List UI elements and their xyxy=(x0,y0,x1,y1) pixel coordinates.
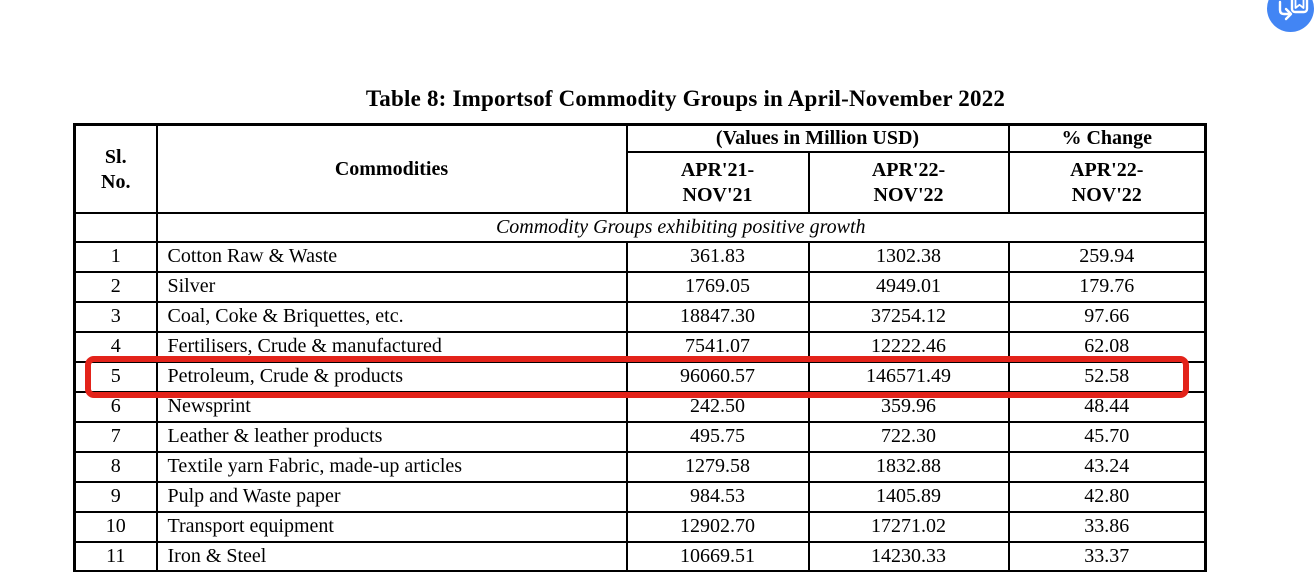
header-sl-no: Sl. No. xyxy=(73,123,158,214)
cell-sl: 5 xyxy=(73,360,158,393)
cell-apr21: 12902.70 xyxy=(625,510,810,543)
cell-commodity: Fertilisers, Crude & manufactured xyxy=(155,330,628,363)
table-row: 3 Coal, Coke & Briquettes, etc. 18847.30… xyxy=(73,300,1207,333)
imports-table: Sl. No. Commodities (Values in Million U… xyxy=(73,123,1207,572)
table-row: 4 Fertilisers, Crude & manufactured 7541… xyxy=(73,330,1207,363)
arrow-icon xyxy=(1278,0,1291,16)
cell-pct: 45.70 xyxy=(1007,420,1207,453)
cell-pct: 52.58 xyxy=(1007,360,1207,393)
cell-sl: 2 xyxy=(73,270,158,303)
table-row: 10 Transport equipment 12902.70 17271.02… xyxy=(73,510,1207,543)
cell-apr22: 1405.89 xyxy=(807,480,1010,513)
cell-commodity: Petroleum, Crude & products xyxy=(155,360,628,393)
cell-pct: 97.66 xyxy=(1007,300,1207,333)
cell-sl: 4 xyxy=(73,330,158,363)
table-row: 9 Pulp and Waste paper 984.53 1405.89 42… xyxy=(73,480,1207,513)
cell-pct: 48.44 xyxy=(1007,390,1207,423)
cell-pct: 33.37 xyxy=(1007,540,1207,572)
cell-apr22: 4949.01 xyxy=(807,270,1010,303)
header-pct-change: % Change xyxy=(1007,123,1207,153)
header-period-apr22-nov22: APR'22- NOV'22 xyxy=(807,150,1010,214)
cell-commodity: Newsprint xyxy=(155,390,628,423)
cell-apr22: 12222.46 xyxy=(807,330,1010,363)
table-row: 1 Cotton Raw & Waste 361.83 1302.38 259.… xyxy=(73,240,1207,273)
header-pct-period: APR'22- NOV'22 xyxy=(1007,150,1207,214)
header-commodities: Commodities xyxy=(155,123,628,214)
cell-apr21: 1279.58 xyxy=(625,450,810,483)
table-row: 8 Textile yarn Fabric, made-up articles … xyxy=(73,450,1207,483)
translate-extension-button[interactable] xyxy=(1267,0,1314,32)
header-row-periods: APR'21- NOV'21 APR'22- NOV'22 APR'22- NO… xyxy=(75,150,1207,214)
cell-sl: 10 xyxy=(73,510,158,543)
cell-commodity: Iron & Steel xyxy=(155,540,628,572)
header-period-apr21-nov21: APR'21- NOV'21 xyxy=(625,150,810,214)
cell-apr22: 359.96 xyxy=(807,390,1010,423)
cell-apr21: 7541.07 xyxy=(625,330,810,363)
header-row-groups: Sl. No. Commodities (Values in Million U… xyxy=(73,123,1207,214)
cell-apr21: 984.53 xyxy=(625,480,810,513)
cell-apr21: 1769.05 xyxy=(625,270,810,303)
cell-apr21: 361.83 xyxy=(625,240,810,273)
cell-commodity: Pulp and Waste paper xyxy=(155,480,628,513)
cell-sl: 3 xyxy=(73,300,158,333)
cell-apr21: 18847.30 xyxy=(625,300,810,333)
table-row: 6 Newsprint 242.50 359.96 48.44 xyxy=(73,390,1207,423)
cell-commodity: Silver xyxy=(155,270,628,303)
header-values-group: (Values in Million USD) xyxy=(625,123,1010,153)
arrow-head-icon xyxy=(1284,7,1293,21)
cell-apr21: 10669.51 xyxy=(625,540,810,572)
cell-sl: 9 xyxy=(73,480,158,513)
cell-pct: 42.80 xyxy=(1007,480,1207,513)
cell-sl: 1 xyxy=(73,240,158,273)
cell-sl: 6 xyxy=(73,390,158,423)
cell-pct: 62.08 xyxy=(1007,330,1207,363)
cell-pct: 33.86 xyxy=(1007,510,1207,543)
cell-sl: 8 xyxy=(73,450,158,483)
cell-commodity: Cotton Raw & Waste xyxy=(155,240,628,273)
cell-commodity: Textile yarn Fabric, made-up articles xyxy=(155,450,628,483)
cell-apr22: 722.30 xyxy=(807,420,1010,453)
section-empty-cell xyxy=(73,211,158,243)
cell-apr22: 37254.12 xyxy=(807,300,1010,333)
table-row-highlighted: 5 Petroleum, Crude & products 96060.57 1… xyxy=(73,360,1207,393)
cell-apr22: 146571.49 xyxy=(807,360,1010,393)
section-label: Commodity Groups exhibiting positive gro… xyxy=(155,211,1207,243)
table-title: Table 8: Importsof Commodity Groups in A… xyxy=(365,86,1006,111)
cell-apr21: 495.75 xyxy=(625,420,810,453)
table-row: 2 Silver 1769.05 4949.01 179.76 xyxy=(73,270,1207,303)
cell-apr21: 242.50 xyxy=(625,390,810,423)
cell-apr21: 96060.57 xyxy=(625,360,810,393)
cell-commodity: Transport equipment xyxy=(155,510,628,543)
cell-commodity: Coal, Coke & Briquettes, etc. xyxy=(155,300,628,333)
cell-pct: 43.24 xyxy=(1007,450,1207,483)
cell-apr22: 17271.02 xyxy=(807,510,1010,543)
cell-sl: 7 xyxy=(73,420,158,453)
cell-apr22: 14230.33 xyxy=(807,540,1010,572)
bookmark-icon xyxy=(1294,0,1305,9)
cell-commodity: Leather & leather products xyxy=(155,420,628,453)
bookmark-frame-icon xyxy=(1290,0,1309,14)
table-row: 7 Leather & leather products 495.75 722.… xyxy=(73,420,1207,453)
section-row: Commodity Groups exhibiting positive gro… xyxy=(73,211,1207,243)
cell-pct: 179.76 xyxy=(1007,270,1207,303)
cell-sl: 11 xyxy=(73,540,158,572)
cell-pct: 259.94 xyxy=(1007,240,1207,273)
translate-icon xyxy=(1278,0,1309,21)
cell-apr22: 1832.88 xyxy=(807,450,1010,483)
table-row: 11 Iron & Steel 10669.51 14230.33 33.37 xyxy=(73,540,1207,572)
cell-apr22: 1302.38 xyxy=(807,240,1010,273)
